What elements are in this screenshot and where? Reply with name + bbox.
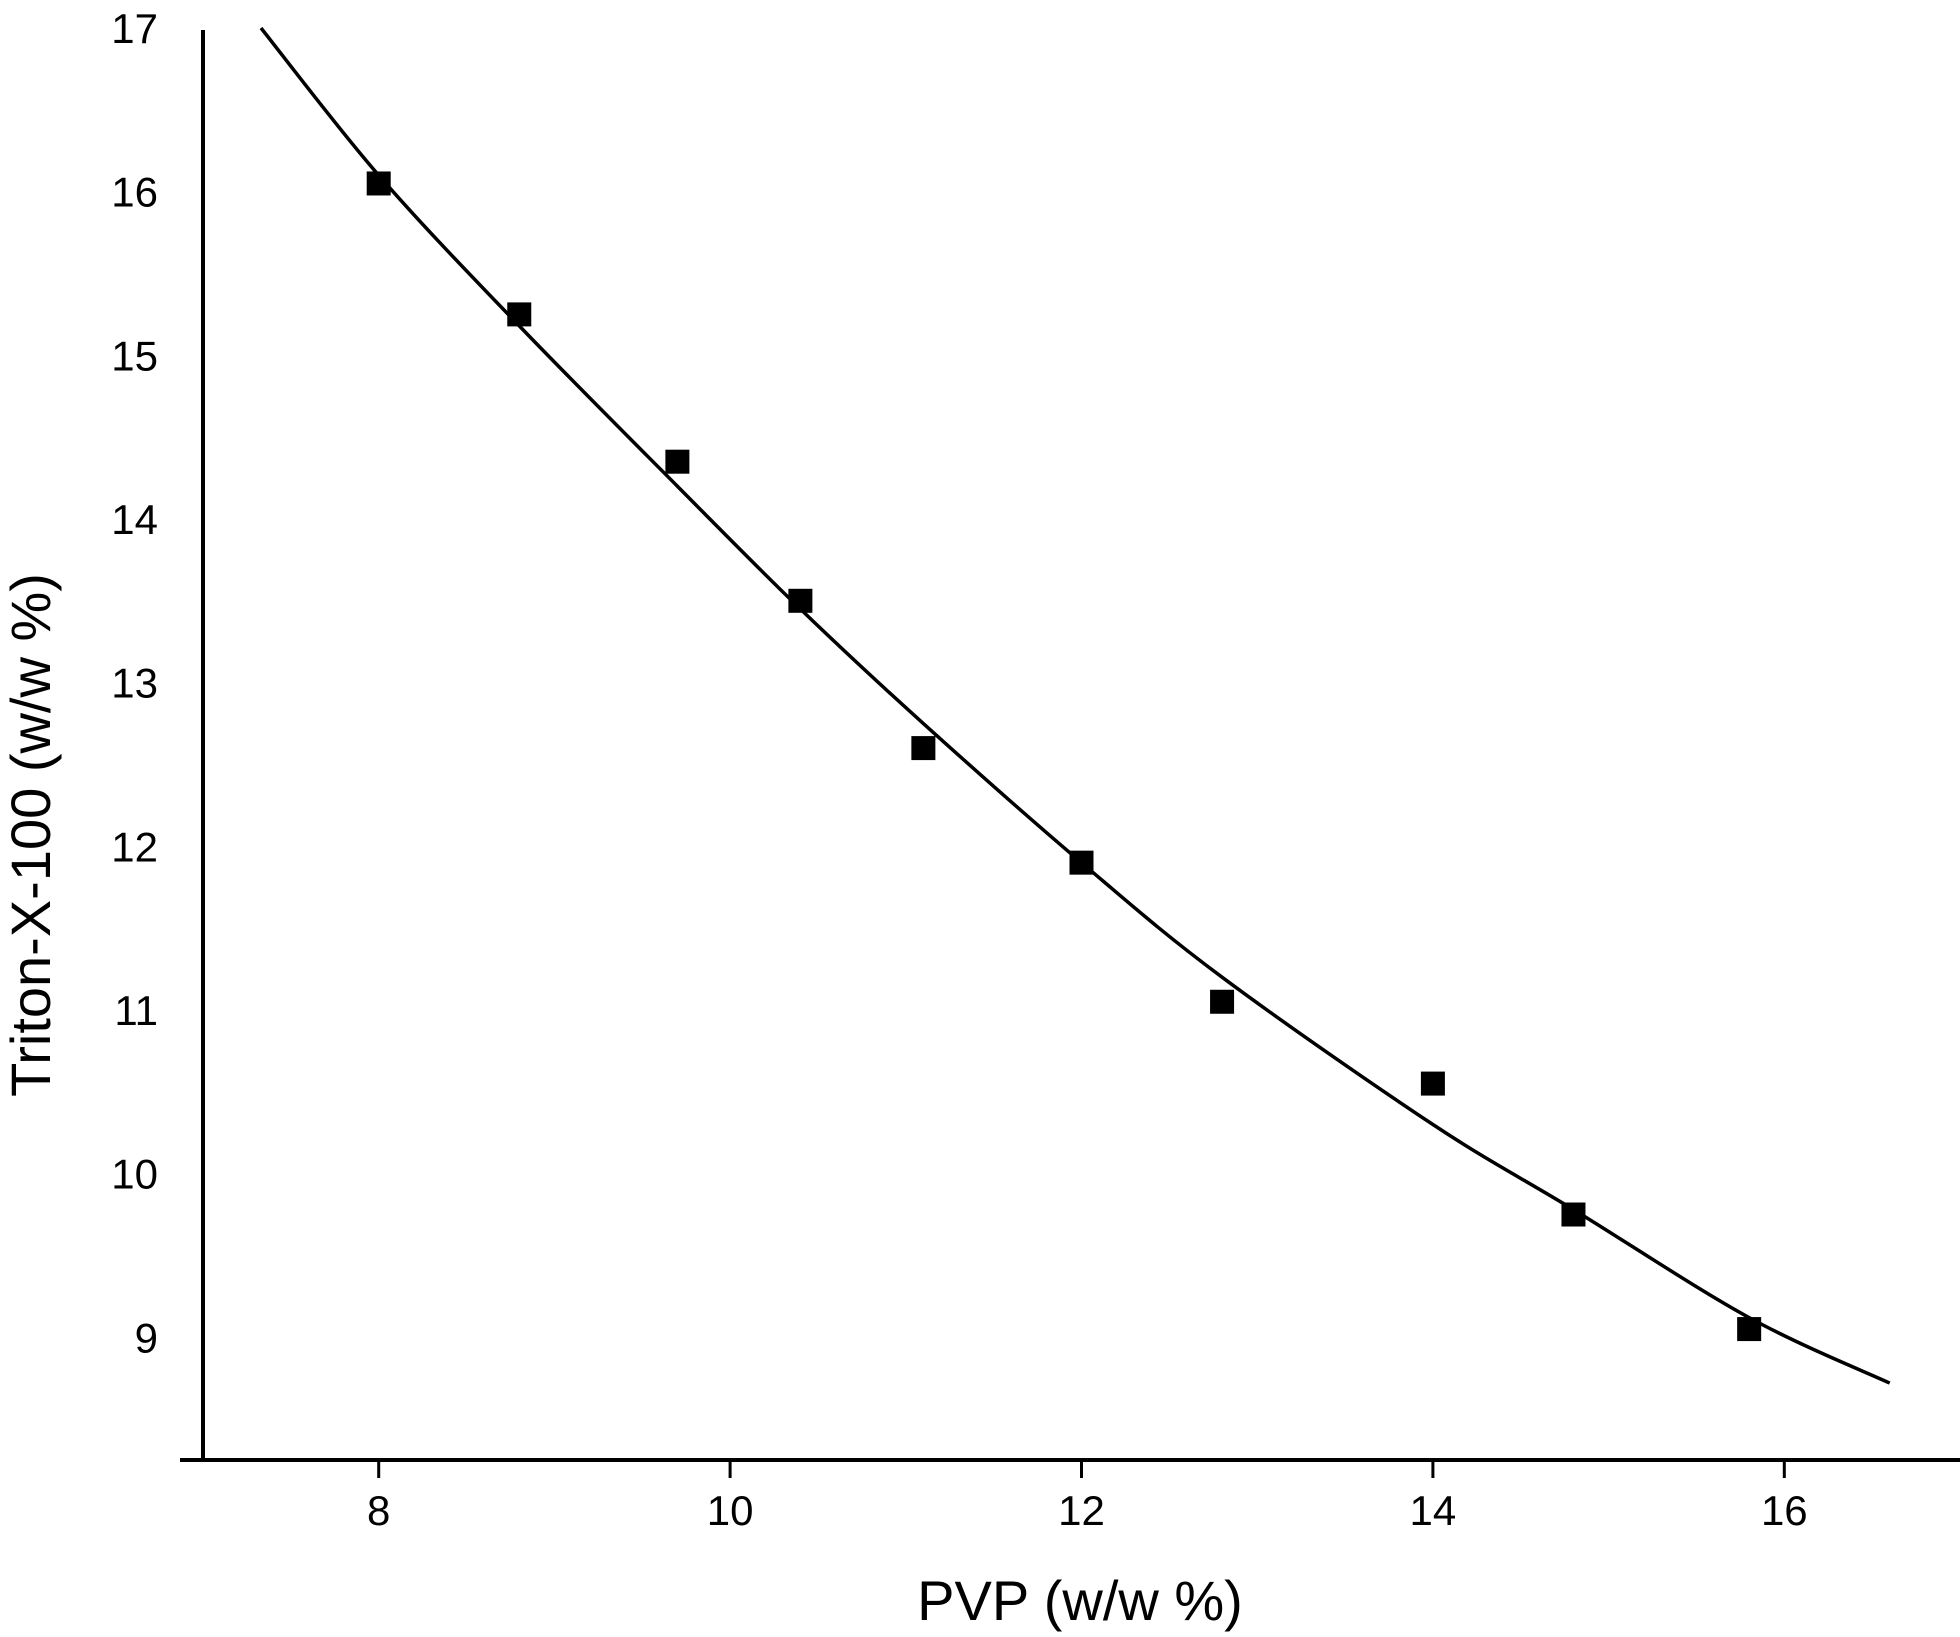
x-tick-label: 16 (1761, 1487, 1808, 1534)
data-point (788, 588, 813, 613)
x-axis-title: PVP (w/w %) (917, 1569, 1243, 1632)
data-point (1210, 989, 1235, 1014)
plot-layer (259, 26, 1891, 1385)
x-tick-label: 10 (707, 1487, 754, 1534)
y-tick-label: 9 (135, 1314, 158, 1361)
data-point (1561, 1202, 1586, 1227)
data-point (1420, 1071, 1445, 1096)
data-point (366, 171, 391, 196)
y-tick-label: 17 (111, 5, 158, 52)
x-tick-label: 8 (367, 1487, 390, 1534)
data-point (507, 302, 532, 327)
x-tick-label: 12 (1058, 1487, 1105, 1534)
data-point (1069, 850, 1094, 875)
fit-curve (259, 26, 1891, 1385)
axes (180, 30, 1960, 1462)
data-point (1737, 1317, 1762, 1342)
y-tick-label: 14 (111, 496, 158, 543)
y-tick-label: 12 (111, 823, 158, 870)
y-ticks: 9 10 11 12 13 14 15 16 17 (111, 5, 158, 1361)
y-tick-label: 13 (111, 660, 158, 707)
y-tick-label: 11 (114, 987, 158, 1034)
x-tick-label: 14 (1410, 1487, 1457, 1534)
x-ticks: 8 10 12 14 16 (367, 1460, 1808, 1534)
data-point (665, 449, 690, 474)
y-tick-label: 10 (111, 1151, 158, 1198)
data-point (911, 736, 936, 761)
y-tick-label: 16 (111, 169, 158, 216)
y-tick-label: 15 (111, 332, 158, 379)
y-axis-title: Triton-X-100 (w/w %) (0, 573, 62, 1097)
